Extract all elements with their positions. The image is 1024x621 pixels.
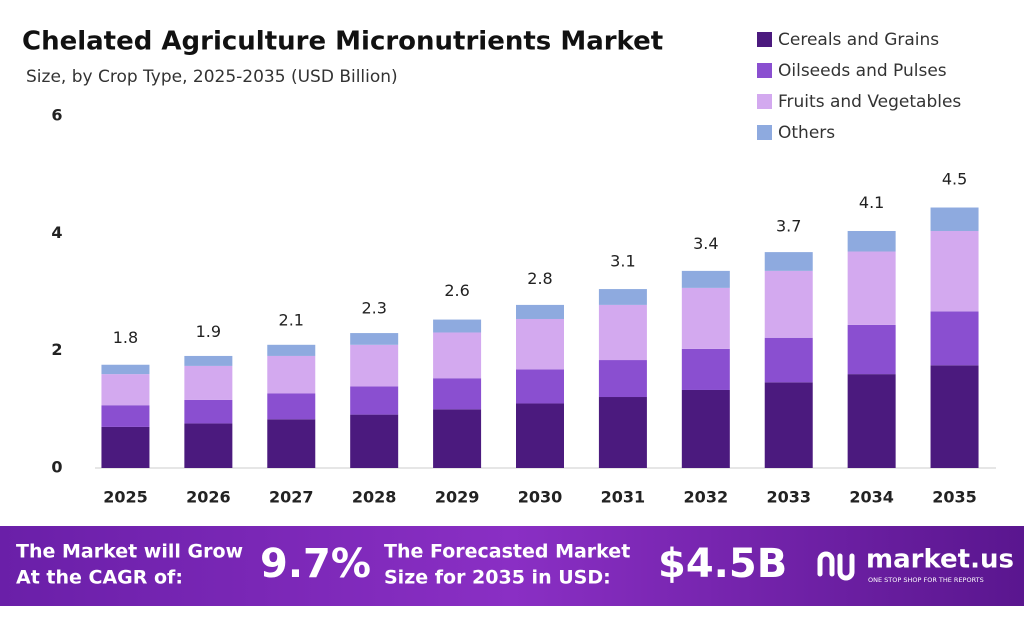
x-tick-label: 2033 [766, 488, 811, 507]
bar-segment [681, 389, 730, 468]
bar-segment [350, 386, 399, 415]
bar-segment [598, 304, 647, 361]
x-tick-label: 2034 [849, 488, 894, 507]
total-label: 1.8 [113, 328, 138, 347]
cagr-value: 9.7% [260, 541, 371, 587]
bar-segment [433, 409, 482, 468]
total-label: 3.1 [610, 252, 635, 271]
bar-segment [267, 419, 316, 468]
total-label: 4.1 [859, 193, 884, 212]
bar-segment [516, 369, 564, 404]
bar-segment [930, 365, 979, 468]
legend-swatch [757, 125, 772, 140]
bar-segment [681, 270, 730, 288]
bar-segment [764, 337, 813, 383]
y-tick-label: 4 [51, 223, 62, 242]
legend-swatch [757, 32, 772, 47]
legend-label: Others [778, 123, 835, 143]
bar-segment [516, 318, 564, 370]
bar-segment [350, 333, 399, 345]
bar-segment [598, 289, 647, 305]
y-tick-label: 6 [51, 106, 62, 125]
y-tick-label: 2 [51, 340, 62, 359]
x-tick-label: 2035 [932, 488, 977, 507]
bar-segment [184, 423, 233, 468]
total-label: 2.1 [279, 310, 304, 329]
bar-segment [433, 332, 482, 379]
bar-segment [598, 397, 647, 468]
total-label: 2.6 [444, 281, 469, 300]
bar-segment [930, 230, 979, 312]
chart-title: Chelated Agriculture Micronutrients Mark… [22, 27, 663, 57]
bar-segment [350, 414, 399, 468]
bar-segment [764, 382, 813, 468]
bar-segment [350, 344, 399, 387]
forecast-label: The Forecasted Market [384, 541, 630, 563]
x-tick-label: 2025 [103, 488, 148, 507]
bar-segment [681, 348, 730, 390]
forecast-value: $4.5B [658, 541, 787, 587]
logo-text: market.us [866, 545, 1014, 575]
bar-segment [101, 364, 150, 375]
legend-label: Fruits and Vegetables [778, 92, 961, 112]
x-tick-label: 2031 [601, 488, 646, 507]
bar-segment [184, 355, 233, 366]
legend: Cereals and Grains Oilseeds and Pulses Fru… [757, 30, 961, 143]
total-label: 2.8 [527, 269, 552, 288]
bar-segment [930, 311, 979, 366]
bar-segment [847, 251, 896, 325]
logo-tagline: ONE STOP SHOP FOR THE REPORTS [868, 576, 984, 584]
forecast-label: Size for 2035 in USD: [384, 567, 611, 589]
legend-label: Oilseeds and Pulses [778, 61, 947, 81]
bar-segment [847, 230, 896, 252]
total-label: 4.5 [942, 170, 967, 189]
bar-segment [681, 287, 730, 349]
total-label: 3.7 [776, 216, 801, 235]
x-tick-label: 2030 [518, 488, 563, 507]
logo-icon [817, 551, 855, 581]
legend-label: Cereals and Grains [778, 30, 939, 50]
bar-segment [433, 319, 482, 333]
bar-segment [930, 207, 979, 231]
y-tick-label: 0 [51, 458, 62, 477]
x-tick-label: 2028 [352, 488, 397, 507]
total-label: 1.9 [196, 322, 221, 341]
cagr-label: At the CAGR of: [16, 567, 183, 589]
bar-segment [184, 365, 233, 400]
legend-swatch [757, 94, 772, 109]
total-label: 2.3 [361, 299, 386, 318]
cagr-label: The Market will Grow [16, 541, 243, 563]
chart-subtitle: Size, by Crop Type, 2025-2035 (USD Billi… [26, 67, 398, 87]
bar-segment [847, 324, 896, 375]
bar-segment [101, 426, 150, 468]
bar-segment [101, 405, 150, 427]
bar-segment [847, 374, 896, 468]
x-tick-label: 2027 [269, 488, 314, 507]
bar-segment [598, 360, 647, 398]
bar-segment [267, 355, 316, 394]
bar-segment [764, 270, 813, 338]
bar-segment [267, 344, 316, 356]
bar-segment [516, 304, 564, 319]
x-tick-label: 2029 [435, 488, 480, 507]
x-tick-label: 2032 [684, 488, 729, 507]
bar-segment [267, 393, 316, 420]
legend-swatch [757, 63, 772, 78]
bar-segment [433, 378, 482, 410]
bar-segment [101, 374, 150, 406]
x-tick-label: 2026 [186, 488, 231, 507]
bar-segment [184, 399, 233, 424]
plot: 0 2 4 6 2025 1.8 2026 1.9 2027 2.1 2028 2.3 2029 2.6 2… [51, 106, 996, 507]
bar-segment [764, 252, 813, 271]
bar-segment [516, 403, 564, 468]
total-label: 3.4 [693, 234, 718, 253]
